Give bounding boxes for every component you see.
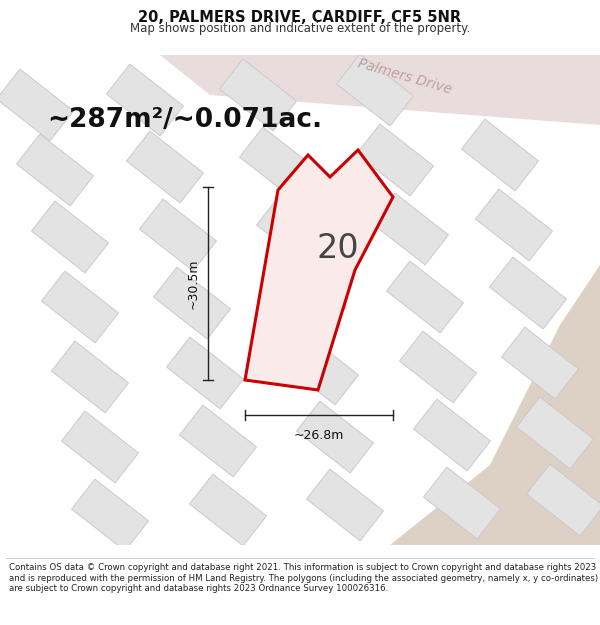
Polygon shape [154,267,230,339]
Polygon shape [490,257,566,329]
Polygon shape [269,265,346,337]
Polygon shape [296,401,373,473]
Polygon shape [107,64,184,136]
Polygon shape [71,479,148,551]
Polygon shape [245,150,393,390]
Text: Contains OS data © Crown copyright and database right 2021. This information is : Contains OS data © Crown copyright and d… [9,563,598,593]
Polygon shape [62,411,139,483]
Text: ~26.8m: ~26.8m [294,429,344,442]
Polygon shape [502,327,578,399]
Polygon shape [424,467,500,539]
Text: Palmers Drive: Palmers Drive [356,57,454,97]
Polygon shape [140,199,217,271]
Polygon shape [390,265,600,545]
Polygon shape [220,59,296,131]
Polygon shape [0,69,73,141]
Polygon shape [461,119,538,191]
Polygon shape [41,271,118,343]
Text: ~30.5m: ~30.5m [187,258,200,309]
Polygon shape [386,261,463,333]
Polygon shape [371,193,448,265]
Polygon shape [167,337,244,409]
Polygon shape [239,127,316,199]
Polygon shape [400,331,476,403]
Text: 20, PALMERS DRIVE, CARDIFF, CF5 5NR: 20, PALMERS DRIVE, CARDIFF, CF5 5NR [139,10,461,25]
Polygon shape [179,405,256,477]
Text: Map shows position and indicative extent of the property.: Map shows position and indicative extent… [130,22,470,35]
Text: ~287m²/~0.071ac.: ~287m²/~0.071ac. [47,107,323,133]
Polygon shape [281,333,358,405]
Polygon shape [190,474,266,546]
Polygon shape [52,341,128,413]
Polygon shape [307,469,383,541]
Polygon shape [337,54,413,126]
Polygon shape [476,189,553,261]
Polygon shape [517,397,593,469]
Text: 20: 20 [317,232,359,265]
Polygon shape [257,195,334,267]
Polygon shape [32,201,109,273]
Polygon shape [356,124,433,196]
Polygon shape [413,399,490,471]
Polygon shape [160,55,600,125]
Polygon shape [527,464,600,536]
Polygon shape [127,131,203,203]
Polygon shape [17,134,94,206]
